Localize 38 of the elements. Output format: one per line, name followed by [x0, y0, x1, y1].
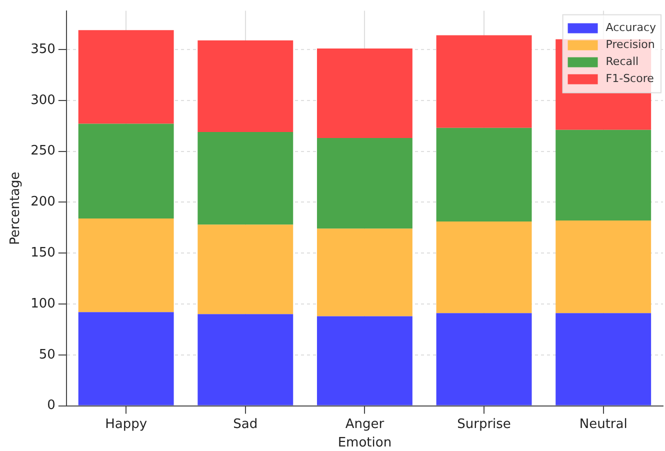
bar: [198, 40, 294, 132]
legend-label: Precision: [606, 38, 655, 52]
x-tick-label: Anger: [345, 416, 385, 432]
bar: [436, 222, 532, 314]
legend-label: Recall: [606, 55, 639, 68]
y-tick-label: 300: [30, 92, 56, 108]
bar: [78, 124, 174, 218]
y-tick-label: 50: [38, 347, 56, 362]
bar: [436, 35, 532, 128]
bar: [198, 314, 294, 406]
y-tick-label: 200: [30, 194, 56, 210]
bar: [436, 313, 532, 406]
x-tick-label: Sad: [233, 416, 258, 432]
bar: [316, 316, 412, 406]
bar: [78, 30, 174, 124]
y-tick-label: 150: [30, 245, 56, 260]
y-tick-label: 100: [30, 296, 56, 312]
bar: [316, 48, 412, 138]
bar: [198, 224, 294, 314]
y-tick-label: 350: [30, 42, 56, 57]
y-axis-title: Percentage: [8, 172, 24, 245]
x-tick-label: Neutral: [579, 416, 628, 432]
bar: [556, 130, 652, 221]
bar: [198, 132, 294, 225]
x-tick-label: Surprise: [457, 416, 511, 432]
x-axis-title: Emotion: [338, 436, 392, 451]
legend-label: Accuracy: [606, 21, 656, 34]
legend-label: F1-Score: [606, 72, 654, 86]
bar: [556, 313, 652, 406]
x-tick-label: Happy: [105, 416, 148, 432]
y-tick-label: 250: [30, 144, 56, 159]
y-tick-label: 0: [47, 398, 56, 414]
bar: [316, 228, 412, 316]
bar: [78, 218, 174, 312]
bar: [78, 312, 174, 406]
bar: [316, 138, 412, 229]
bar: [556, 220, 652, 314]
bar: [436, 128, 532, 222]
